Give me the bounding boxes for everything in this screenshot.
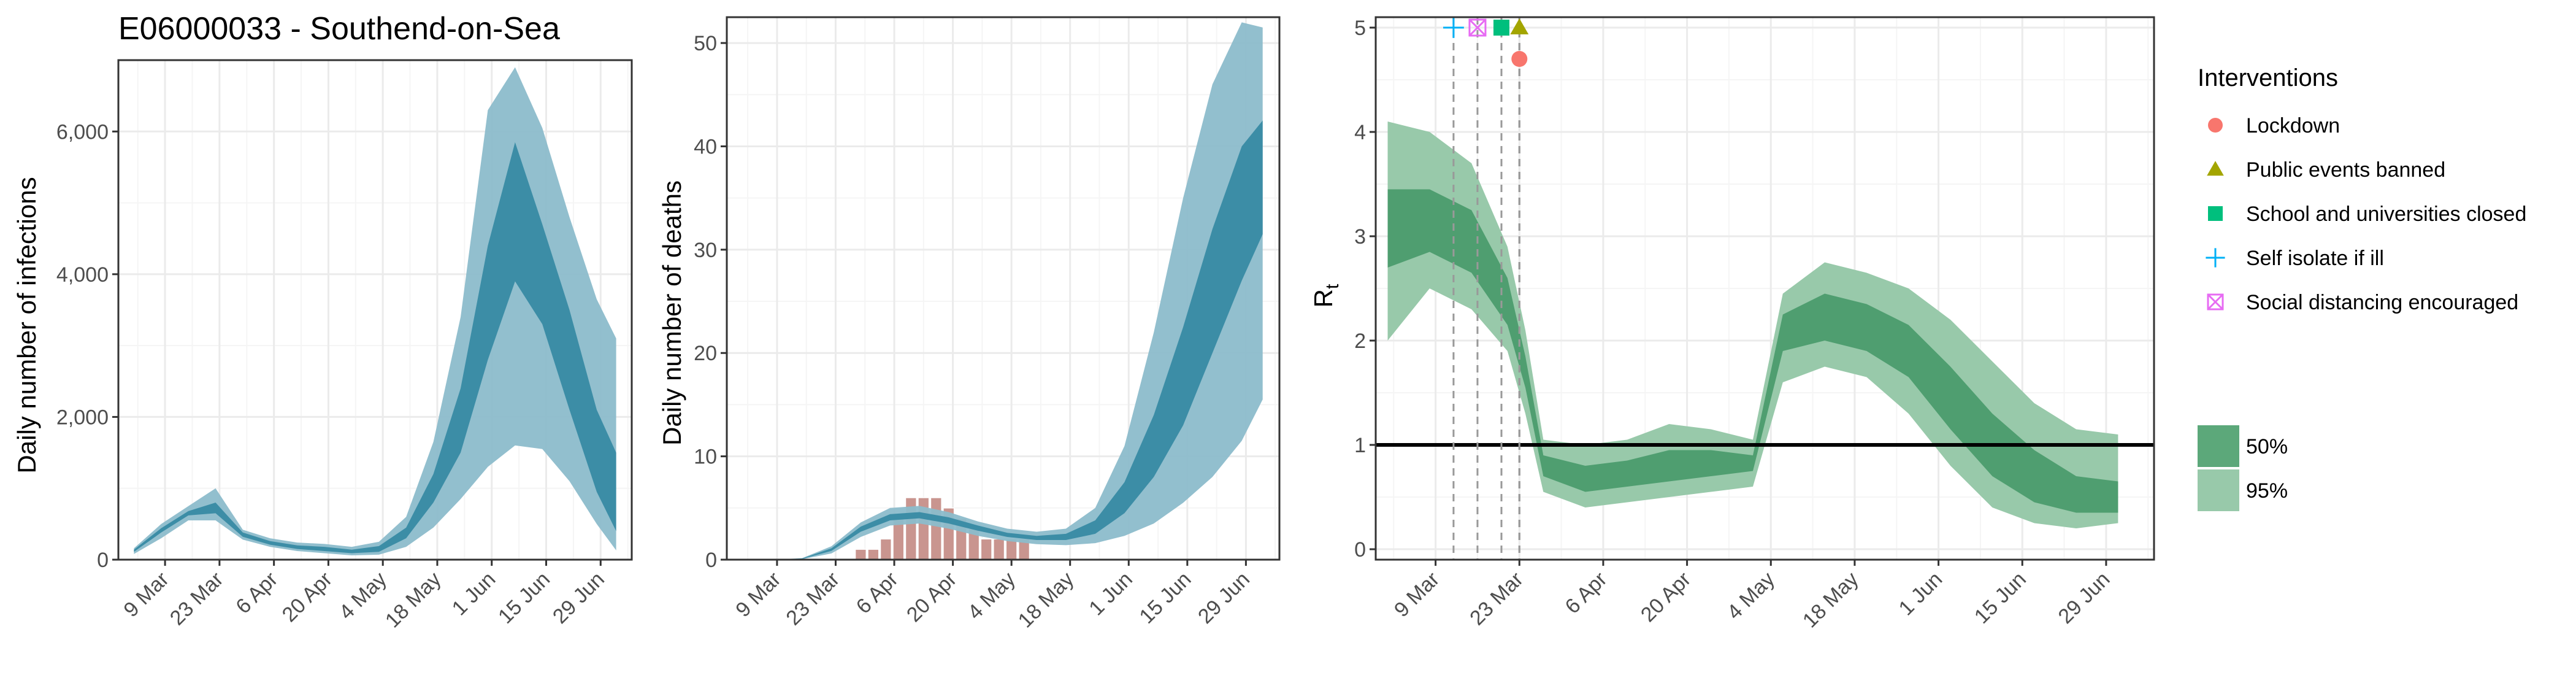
legend-title: Interventions — [2198, 64, 2338, 91]
reported-deaths-bar — [1005, 538, 1018, 560]
y-tick-label: 40 — [694, 135, 717, 158]
legend-band-label: 50% — [2246, 435, 2288, 458]
reported-deaths-bar — [930, 497, 942, 560]
y-tick-label: 0 — [97, 549, 109, 572]
social-distancing-marker — [2207, 293, 2224, 311]
infections-y-axis-label: Daily number of infections — [12, 177, 41, 473]
band-50-percent — [1387, 189, 2118, 513]
band-95-percent — [743, 22, 1263, 560]
y-tick-label: 50 — [694, 32, 717, 55]
legend-band-swatch — [2198, 425, 2239, 467]
lockdown-marker — [1511, 51, 1528, 67]
deaths-y-axis-label: Daily number of deaths — [657, 180, 686, 446]
legend: Interventions Lockdown Public events bann… — [2198, 64, 2526, 511]
y-tick-label: 20 — [694, 342, 717, 365]
plot-border — [726, 16, 1281, 561]
y-tick-label: 0 — [705, 549, 717, 572]
interventions-legend: Lockdown Public events banned School and u… — [2206, 114, 2526, 314]
school-closed-marker — [2208, 206, 2223, 221]
reported-deaths-bar — [993, 538, 1005, 560]
plot-data — [743, 22, 1263, 560]
y-tick-label: 5 — [1354, 17, 1366, 40]
reported-deaths-bar — [980, 538, 992, 560]
y-tick-label: 6,000 — [56, 120, 109, 144]
self-isolate-marker — [1443, 17, 1464, 38]
y-tick-label: 4 — [1354, 121, 1366, 144]
legend-intervention-label: School and universities closed — [2246, 203, 2526, 226]
plot-data — [134, 67, 616, 556]
legend-intervention-label: Public events banned — [2246, 158, 2445, 182]
plot-data — [1387, 122, 2118, 528]
plot-border — [1374, 16, 2155, 561]
y-tick-label: 1 — [1354, 434, 1366, 457]
legend-intervention-label: Lockdown — [2246, 114, 2340, 137]
lockdown-marker — [2208, 118, 2223, 133]
y-tick-label: 0 — [1354, 538, 1366, 561]
legend-band-label: 95% — [2246, 479, 2288, 503]
y-tick-label: 2 — [1354, 330, 1366, 353]
band-50-percent — [134, 142, 616, 554]
reported-deaths-bar — [854, 549, 867, 560]
social-distancing-marker — [1468, 18, 1487, 37]
self-isolate-marker — [2206, 248, 2225, 268]
legend-intervention-label: Self isolate if ill — [2246, 247, 2384, 270]
y-tick-label: 4,000 — [56, 263, 109, 287]
band-95-percent — [134, 67, 616, 556]
plot-border — [117, 59, 633, 561]
chart-title: E06000033 - Southend-on-Sea — [118, 11, 560, 47]
y-tick-label: 3 — [1354, 225, 1366, 249]
public-events-banned-marker — [2207, 161, 2224, 176]
y-tick-label: 10 — [694, 446, 717, 469]
y-tick-label: 30 — [694, 239, 717, 262]
social-distancing-marker-cross — [1468, 18, 1487, 37]
social-distancing-marker-cross — [2207, 293, 2224, 311]
legend-intervention-label: Social distancing encouraged — [2246, 291, 2518, 314]
y-tick-label: 2,000 — [56, 406, 109, 429]
reported-deaths-bar — [880, 538, 892, 560]
rt-y-axis-label: Rt — [1309, 284, 1343, 307]
band-95-percent — [1387, 122, 2118, 528]
reported-deaths-bar — [867, 549, 880, 560]
infections-panel: E06000033 - Southend-on-Sea 0 2,000 4,000 6… — [12, 11, 633, 632]
public-events-banned-marker — [1510, 18, 1529, 35]
school-closed-marker — [1493, 20, 1509, 36]
legend-band-swatch — [2198, 469, 2239, 511]
bands-legend: 50% 95% — [2198, 425, 2288, 511]
